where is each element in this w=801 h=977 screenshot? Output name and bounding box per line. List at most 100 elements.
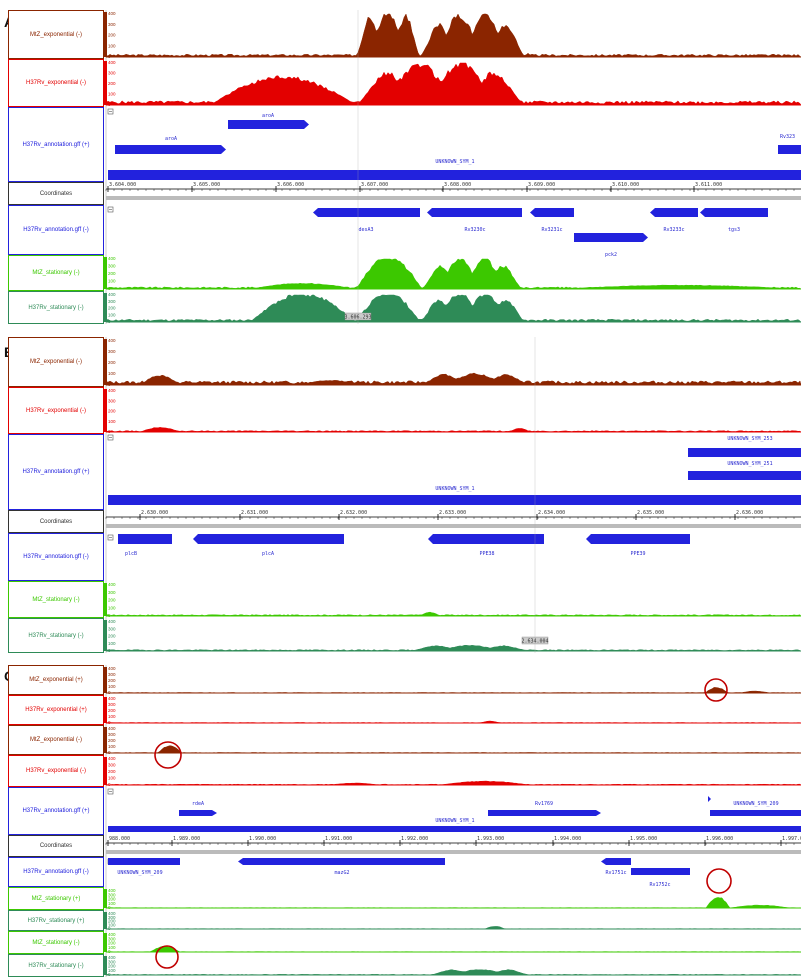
track-label-h37-exp-minus[interactable]: H37Rv_exponential (-) [8,755,104,787]
gene-feature [708,796,711,802]
coverage-mtz-exponential [105,745,801,754]
track-label-annotation-minus[interactable]: H37Rv_annotation.gff (-) [8,533,104,581]
track-label-mtz-exp-minus[interactable]: MtZ_exponential (-) [8,337,104,387]
track-label-h37-exp-minus[interactable]: H37Rv_exponential (-) [8,387,104,434]
scale-bar [104,12,107,57]
scale-tick-label: 200 [108,409,116,414]
coverage-h37rv-stationary [105,294,801,323]
scale-tick-label: 400 [108,338,116,343]
coordinate-tick-label: 1.990.000 [249,836,276,842]
scale-tick-label: 400 [108,388,116,393]
coordinate-tick-label: 3.610.000 [612,182,639,188]
scale-tick-label: 100 [108,922,116,927]
gene-label: aroA [262,113,274,119]
scale-bar [104,667,107,693]
scale-tick-label: 300 [108,626,116,631]
scale-tick-label: 400 [108,666,116,671]
track-label-coordinates[interactable]: Coordinates [8,182,104,205]
track-label-annotation-plus[interactable]: H37Rv_annotation.gff (+) [8,434,104,510]
track-label-annotation-plus[interactable]: H37Rv_annotation.gff (+) [8,787,104,835]
coverage-mtz-stationary [105,611,801,617]
gene-feature [778,145,801,154]
gene-feature [428,534,544,544]
track-label-h37-stat-plus[interactable]: H37Rv_stationary (+) [8,910,104,931]
track-label-coordinates[interactable]: Coordinates [8,835,104,857]
highlight-circle [704,678,728,702]
track-label-h37-stat-minus[interactable]: H37Rv_stationary (-) [8,618,104,653]
gene-label: Rv3233c [663,227,684,233]
coverage-mtz-stationary [105,897,801,909]
coordinate-tick-label: 1.996.000 [706,836,733,842]
scale-bar [104,727,107,753]
scale-tick-label: 100 [108,641,116,646]
gene-label: UNKNOWN_SYM_253 [727,436,772,442]
scale-bar [104,956,107,975]
track-label-h37-stat-minus[interactable]: H37Rv_stationary (-) [8,291,104,324]
gene-label: plcA [262,551,274,557]
track-label-mtz-stat-minus[interactable]: MtZ_stationary (-) [8,581,104,618]
coverage-mtz-exponential [105,13,801,58]
scale-tick-label: 100 [108,279,116,284]
scale-tick-label: 100 [108,714,116,719]
track-label-mtz-stat-minus[interactable]: MtZ_stationary (-) [8,255,104,291]
gene-label: Rv1751c [605,870,626,876]
coordinate-tick-label: 3.609.000 [528,182,555,188]
track-label-coordinates[interactable]: Coordinates [8,510,104,533]
gene-feature [631,868,690,875]
scale-bar [104,620,107,651]
scale-tick-label: 400 [108,888,116,893]
scale-tick-label: 200 [108,634,116,639]
track-label-annotation-plus[interactable]: H37Rv_annotation.gff (+) [8,107,104,182]
gene-label: Rv1769 [535,801,553,807]
scale-tick-label: 100 [108,744,116,749]
track-label-mtz-exp-minus[interactable]: MtZ_exponential (-) [8,10,104,59]
coordinate-tick-label: 1.992.000 [401,836,428,842]
scale-bar [104,257,107,289]
coordinate-ruler-bar [106,196,801,200]
track-label-annotation-minus[interactable]: H37Rv_annotation.gff (-) [8,205,104,255]
coordinate-tick-label: 988.000 [109,836,130,842]
scale-tick-label: 100 [108,92,116,97]
track-label-annotation-minus[interactable]: H37Rv_annotation.gff (-) [8,857,104,887]
scale-tick-label: 400 [108,696,116,701]
coordinate-tick-label: 1.993.000 [477,836,504,842]
gene-feature [179,810,217,816]
gene-feature [574,233,648,242]
track-label-h37-exp-plus[interactable]: H37Rv_exponential (+) [8,695,104,725]
scale-tick-label: 400 [108,292,116,297]
scale-tick-label: 400 [108,955,116,960]
scale-tick-label: 100 [108,312,116,317]
gene-label: Rv323 [780,134,795,140]
gene-label: plcB [125,551,137,557]
scale-bar [104,583,107,616]
coordinate-tick-label: 2.635.000 [637,510,664,516]
scale-tick-label: 300 [108,892,116,897]
gene-feature [700,208,768,217]
gene-feature [601,858,631,865]
scale-tick-label: 200 [108,306,116,311]
scale-bar [104,61,107,105]
gene-feature [193,534,344,544]
coverage-h37rv-stationary [105,644,801,652]
gene-label: Rv1752c [649,882,670,888]
track-label-mtz-stat-minus[interactable]: MtZ_stationary (-) [8,931,104,954]
coordinate-tick-label: 1.989.000 [173,836,200,842]
track-label-mtz-exp-minus[interactable]: MtZ_exponential (-) [8,725,104,755]
gene-feature [108,495,801,505]
scale-tick-label: 300 [108,349,116,354]
gene-label: PPE38 [479,551,494,557]
coordinate-tick-label: 1.995.000 [630,836,657,842]
scale-tick-label: 200 [108,33,116,38]
scale-tick-label: 400 [108,756,116,761]
scale-tick-label: 300 [108,763,116,768]
track-label-mtz-stat-plus[interactable]: MtZ_stationary (+) [8,887,104,910]
gene-feature [650,208,698,217]
gene-label: aroA [165,136,177,142]
track-label-h37-exp-minus[interactable]: H37Rv_exponential (-) [8,59,104,107]
track-label-mtz-exp-plus[interactable]: MtZ_exponential (+) [8,665,104,695]
scale-tick-label: 200 [108,708,116,713]
gene-feature [488,810,601,816]
gene-feature [586,534,690,544]
coordinate-tick-label: 3.605.000 [193,182,220,188]
